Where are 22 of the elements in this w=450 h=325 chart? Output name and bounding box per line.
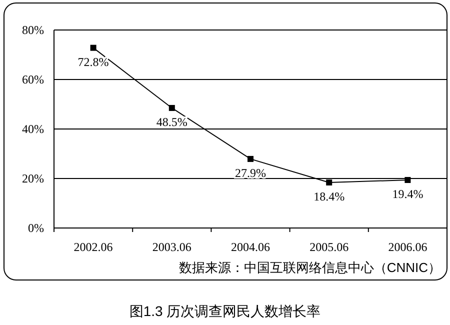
- point: [404, 176, 411, 183]
- y-tick-label: 20%: [22, 172, 44, 186]
- title: 图1.3 历次调查网民人数增长率: [129, 303, 321, 319]
- y-tick-label: 0%: [28, 221, 44, 235]
- x-tick-label: 2002.06: [74, 240, 113, 254]
- data-label: 48.5%: [156, 114, 188, 129]
- y-tick-label: 40%: [22, 122, 44, 136]
- data-label: 18.4%: [314, 189, 345, 204]
- data-label: 19.4%: [392, 186, 424, 201]
- point: [90, 44, 96, 51]
- point: [326, 179, 332, 186]
- data-label: 27.9%: [235, 166, 266, 180]
- data-label: 72.8%: [78, 54, 109, 69]
- point: [248, 156, 254, 162]
- y-tick-label: 60%: [22, 72, 44, 86]
- x-tick-label: 2004.06: [231, 240, 270, 254]
- x-tick-label: 2006.06: [388, 240, 428, 254]
- annotation: 数据来源：中国互联网络信息中心（CNNIC）: [178, 260, 441, 275]
- point: [168, 104, 175, 111]
- x-tick-label: 2003.06: [152, 240, 192, 254]
- y-tick-label: 80%: [22, 23, 44, 37]
- x-tick-label: 2005.06: [310, 240, 349, 254]
